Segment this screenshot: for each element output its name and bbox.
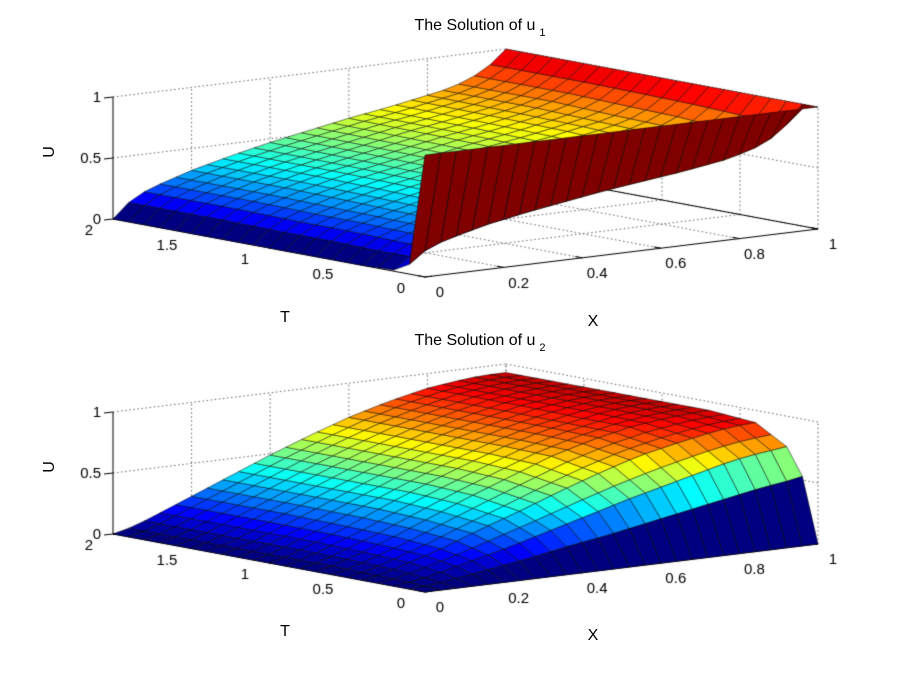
plot2-title-text: The Solution of u (414, 332, 536, 349)
plot2-t-axis-label: T (280, 623, 290, 640)
plot1-title-text: The Solution of u (414, 17, 536, 34)
plot1-u-axis-label: U (41, 146, 58, 158)
plot2-x-axis-label: X (587, 627, 599, 644)
plot1-title-subscript: 1 (539, 27, 546, 40)
plot2-u-axis-label: U (41, 461, 58, 473)
plot1-t-axis-label: T (280, 309, 290, 326)
plot2-title-subscript: 2 (539, 342, 546, 355)
plot1-x-axis-label: X (587, 313, 599, 330)
